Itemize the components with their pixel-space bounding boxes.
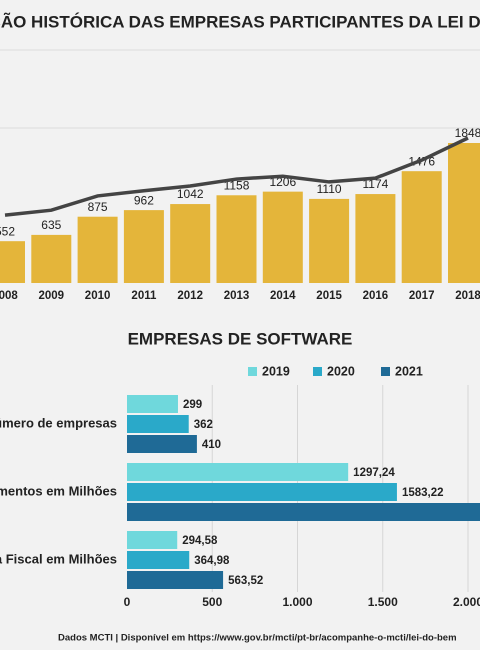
legend-swatch (248, 367, 257, 376)
x-tick-label: 1.500 (368, 595, 398, 609)
bar (127, 551, 190, 569)
value-label: 563,52 (228, 575, 263, 587)
chart-title: EVOLUÇÃO HISTÓRICA DAS EMPRESAS PARTICIP… (0, 11, 480, 31)
x-tick-label: 2016 (363, 290, 389, 302)
bar (401, 171, 442, 283)
bar (77, 216, 118, 283)
value-label: 1848 (455, 126, 480, 140)
value-label: 299 (183, 399, 202, 411)
bar (170, 204, 211, 283)
category-label: Número de empresas (0, 415, 117, 430)
value-label: 1042 (177, 187, 204, 201)
bar (127, 503, 480, 521)
value-label: 410 (202, 439, 221, 451)
x-tick-label: 2012 (177, 290, 203, 302)
value-label: 1297,24 (353, 467, 395, 479)
bar (31, 234, 72, 283)
bar (127, 415, 189, 433)
bar (0, 241, 25, 283)
value-label: 552 (0, 224, 15, 238)
value-label: 364,98 (194, 555, 230, 567)
bar (127, 483, 397, 501)
bar (355, 194, 396, 283)
value-label: 1158 (224, 178, 250, 192)
bar (448, 143, 480, 283)
x-tick-label: 2017 (409, 290, 435, 302)
value-label: 875 (88, 200, 108, 214)
bar (309, 198, 350, 283)
bar (127, 531, 178, 549)
x-tick-label: 2011 (131, 290, 157, 302)
value-label: 1110 (317, 182, 342, 196)
bar (127, 395, 178, 413)
legend-label: 2021 (395, 364, 423, 378)
value-label: 1583,22 (402, 487, 444, 499)
bar (123, 210, 164, 283)
trend-line (4, 136, 469, 217)
value-label: 635 (41, 218, 61, 232)
bar (127, 435, 197, 453)
x-tick-label: 1.000 (282, 595, 312, 609)
bar (127, 571, 224, 589)
category-label: Investimentos em Milhões (0, 483, 117, 498)
bar (127, 463, 349, 481)
value-label: 962 (134, 193, 154, 207)
x-tick-label: 2.000 (453, 595, 480, 609)
x-tick-label: 2010 (85, 290, 111, 302)
x-tick-label: 2013 (224, 290, 250, 302)
legend-swatch (313, 367, 322, 376)
category-label: Renúncia Fiscal em Milhões (0, 551, 117, 566)
value-label: 362 (194, 419, 213, 431)
legend-label: 2019 (262, 364, 290, 378)
x-tick-label: 500 (202, 595, 222, 609)
x-tick-label: 0 (124, 595, 131, 609)
x-tick-label: 2014 (270, 290, 296, 302)
x-tick-label: 2009 (39, 290, 65, 302)
chart-title: EMPRESAS DE SOFTWARE (128, 329, 353, 348)
source: Dados MCTI | Disponível em https://www.g… (58, 633, 457, 644)
x-tick-label: 2018 (455, 290, 480, 302)
value-label: 1174 (362, 177, 388, 191)
value-label: 294,58 (182, 535, 218, 547)
bar (262, 191, 303, 283)
bar (216, 195, 257, 283)
legend-swatch (381, 367, 390, 376)
legend-label: 2020 (327, 364, 355, 378)
x-tick-label: 2015 (316, 290, 342, 302)
